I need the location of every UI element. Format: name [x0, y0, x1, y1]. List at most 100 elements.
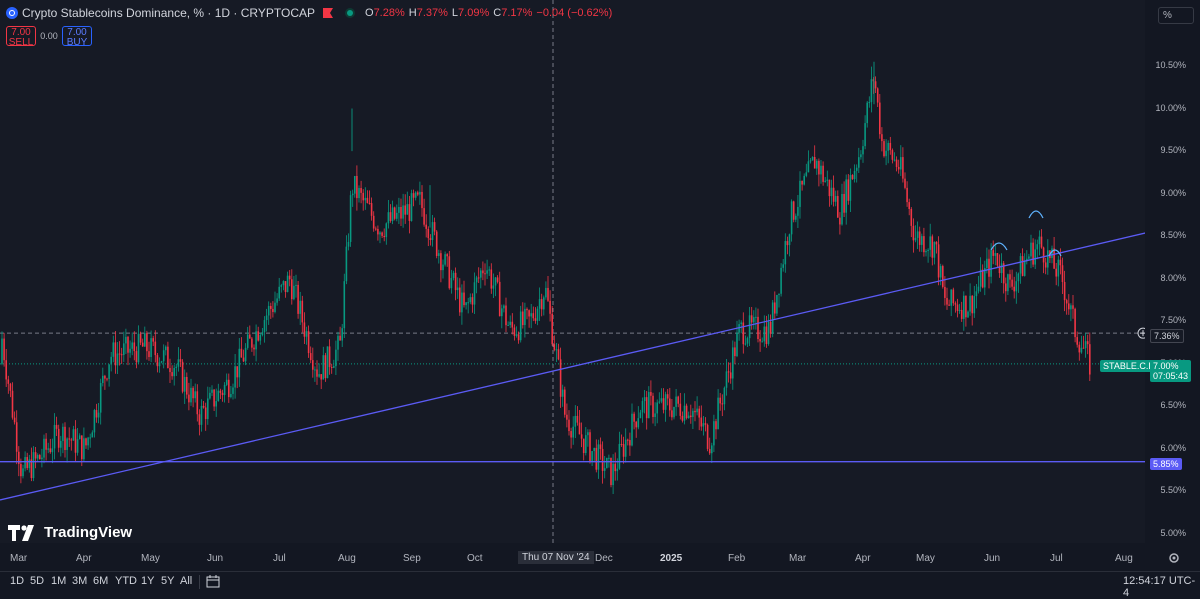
time-axis-label: 2025: [660, 553, 683, 564]
candle-body: [858, 157, 860, 168]
candle-body: [368, 202, 371, 204]
candle-body: [316, 369, 318, 377]
candle-body: [30, 459, 33, 479]
symbol-title[interactable]: Crypto Stablecoins Dominance, % · 1D · C…: [22, 6, 315, 20]
candle-body: [885, 150, 887, 157]
candle-body: [658, 401, 661, 403]
buy-label: BUY: [66, 37, 88, 48]
candle-body: [173, 367, 175, 377]
candle-body: [339, 335, 341, 341]
candle-body: [942, 266, 944, 287]
candle-body: [236, 366, 238, 378]
candle-body: [931, 236, 934, 258]
candle-body: [160, 361, 163, 363]
range-button-1m[interactable]: 1M: [51, 575, 67, 587]
candle-body: [618, 443, 621, 469]
flag-icon[interactable]: [323, 8, 333, 18]
candle-body: [423, 208, 425, 225]
clock-readout[interactable]: 12:54:17 UTC-4: [1123, 575, 1196, 599]
candle-body: [918, 231, 921, 245]
chart-area[interactable]: [0, 0, 1145, 543]
candle-body: [383, 235, 385, 238]
range-button-1y[interactable]: 1Y: [141, 575, 155, 587]
candle-body: [813, 156, 816, 169]
candle-body: [492, 285, 495, 289]
candle-body: [137, 333, 140, 363]
candle-body: [387, 212, 390, 224]
scale-mode-toggle[interactable]: %: [1158, 7, 1194, 24]
candle-body: [28, 459, 31, 469]
candle-body: [599, 444, 602, 449]
candle-body: [700, 417, 703, 427]
candle-body: [902, 157, 904, 179]
candle-body: [1011, 279, 1013, 287]
candle-body: [118, 353, 121, 355]
candle-body: [828, 179, 831, 197]
market-status-icon[interactable]: [347, 10, 353, 16]
candle-body: [795, 215, 797, 220]
ohlc-high: H7.37%: [408, 7, 448, 19]
candle-body: [133, 342, 136, 352]
price-axis-label: 5.00%: [1160, 528, 1186, 538]
buy-button[interactable]: 7.00 BUY: [62, 26, 92, 48]
range-button-3m[interactable]: 3M: [72, 575, 88, 587]
candle-body: [5, 360, 7, 380]
candle-body: [156, 355, 159, 367]
candle-body: [97, 412, 100, 418]
candle-body: [503, 305, 505, 309]
candle-body: [87, 437, 89, 446]
range-button-6m[interactable]: 6M: [93, 575, 109, 587]
ohlc-open: O7.28%: [365, 7, 405, 19]
candle-body: [454, 272, 457, 291]
range-button-ytd[interactable]: YTD: [115, 575, 137, 587]
range-button-all[interactable]: All: [180, 575, 193, 587]
candle-body: [433, 222, 436, 232]
range-button-1d[interactable]: 1D: [10, 575, 25, 587]
candle-body: [509, 321, 511, 325]
candle-body: [442, 264, 444, 271]
candle-body: [120, 354, 123, 356]
candle-body: [853, 170, 856, 180]
date-range-icon[interactable]: [206, 575, 220, 591]
candle-body: [620, 443, 623, 445]
candle-body: [1034, 249, 1036, 265]
candle-body: [18, 451, 20, 464]
candle-body: [633, 413, 635, 422]
candle-body: [358, 188, 360, 199]
candle-body: [444, 254, 446, 265]
candle-body: [438, 253, 440, 256]
candle-body: [192, 387, 194, 399]
candle-body: [958, 309, 961, 311]
candle-body: [925, 250, 927, 253]
candle-body: [1078, 344, 1081, 353]
candle-body: [1028, 256, 1030, 259]
sell-button[interactable]: 7.00 SELL: [6, 26, 36, 48]
candle-body: [154, 341, 157, 356]
candle-body: [536, 308, 539, 321]
range-button-5d[interactable]: 5D: [30, 575, 45, 587]
candle-body: [305, 331, 308, 337]
candle-body: [1059, 259, 1062, 266]
candle-body: [910, 208, 913, 226]
candle-body: [750, 315, 753, 323]
candle-body: [473, 282, 476, 305]
candle-body: [81, 435, 83, 460]
candle-body: [3, 338, 5, 361]
last-price: 7.00%: [1153, 361, 1179, 371]
time-axis-label: Mar: [789, 553, 807, 564]
candle-body: [343, 281, 346, 329]
candle-body: [169, 368, 171, 373]
candle-body: [1047, 250, 1049, 268]
candle-body: [389, 212, 392, 221]
candle-body: [517, 334, 520, 341]
candle-body: [685, 405, 688, 419]
candle-body: [643, 397, 646, 402]
candle-body: [150, 338, 152, 358]
range-button-5y[interactable]: 5Y: [161, 575, 175, 587]
candle-body: [969, 295, 971, 312]
settings-gear-icon[interactable]: [1168, 552, 1180, 567]
candle-body: [555, 349, 558, 351]
candle-body: [698, 408, 700, 418]
candle-body: [167, 346, 169, 369]
price-chart[interactable]: [0, 0, 1145, 543]
